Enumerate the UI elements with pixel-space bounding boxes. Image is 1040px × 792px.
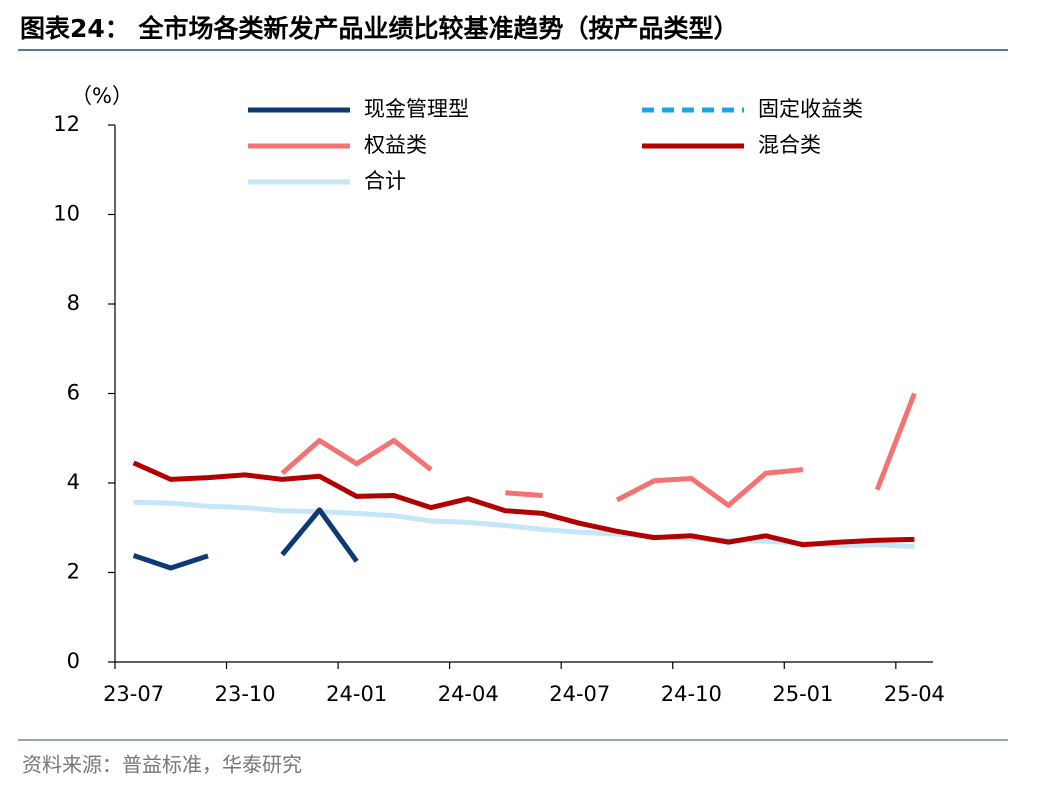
chart-title: 图表24： 全市场各类新发产品业绩比较基准趋势（按产品类型）: [20, 14, 739, 43]
legend-label: 权益类: [364, 133, 427, 157]
y-tick-label: 2: [67, 560, 80, 584]
x-tick-label: 24-04: [438, 682, 499, 706]
y-tick-label: 6: [67, 381, 80, 405]
x-tick-label: 24-10: [661, 682, 722, 706]
x-tick-label: 23-10: [215, 682, 276, 706]
y-tick-label: 12: [53, 112, 80, 136]
source: 资料来源：普益标准，华泰研究: [22, 753, 302, 777]
x-tick-label: 24-07: [549, 682, 610, 706]
y-tick-label: 10: [53, 202, 80, 226]
x-tick-label: 25-04: [884, 682, 945, 706]
y-unit: （%）: [71, 84, 133, 108]
x-tick-label: 24-01: [326, 682, 387, 706]
x-tick-label: 25-01: [772, 682, 833, 706]
y-tick-label: 4: [67, 470, 80, 494]
series-line: [132, 507, 359, 571]
legend-label: 固定收益类: [758, 97, 863, 121]
x-tick-label: 23-07: [103, 682, 164, 706]
legend-label: 混合类: [758, 133, 821, 157]
series-line: [280, 392, 917, 508]
series-line: [133, 499, 915, 549]
series-line: [132, 460, 915, 548]
y-tick-label: 8: [67, 291, 80, 315]
y-tick-label: 0: [67, 649, 80, 673]
legend-label: 现金管理型: [364, 97, 469, 121]
legend-label: 合计: [364, 169, 406, 193]
